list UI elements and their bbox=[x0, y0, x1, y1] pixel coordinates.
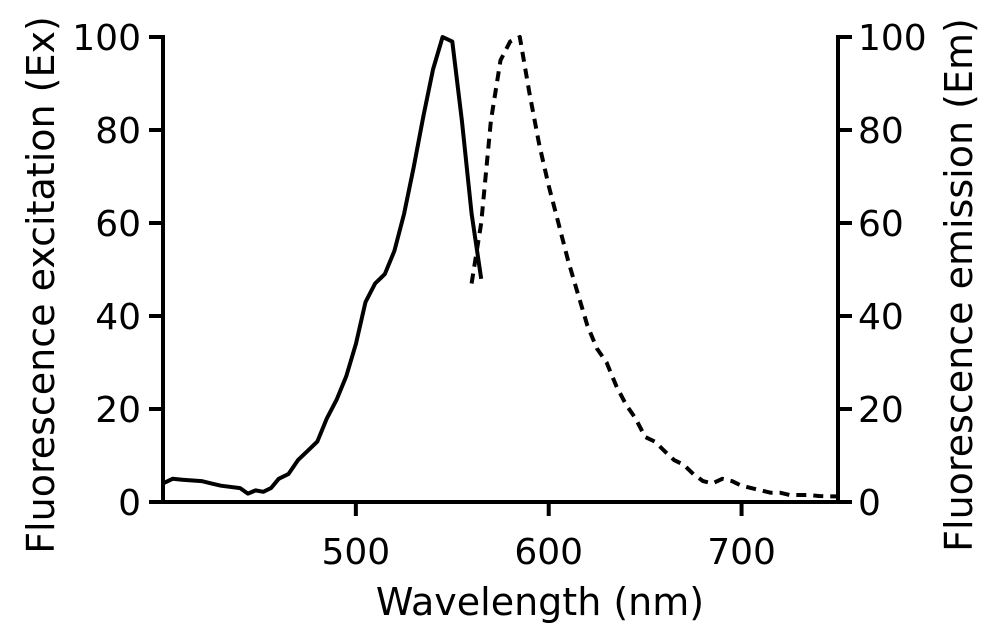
axes bbox=[161, 35, 840, 504]
excitation-series-line bbox=[162, 35, 484, 496]
ticks: 0 0 20 20 40 40 60 60 80 80 100 100 500 600 700 bbox=[72, 18, 926, 573]
y-right-tick-label: 40 bbox=[858, 297, 904, 338]
y-right-tick-label: 20 bbox=[858, 390, 904, 431]
y-left-tick-label: 60 bbox=[95, 204, 141, 245]
x-tick-label: 700 bbox=[707, 532, 776, 573]
y-left-tick-label: 40 bbox=[95, 297, 141, 338]
emission-series-line bbox=[469, 35, 838, 499]
y-left-tick-label: 100 bbox=[72, 18, 141, 59]
y-right-tick-label: 0 bbox=[858, 483, 881, 524]
x-tick-label: 500 bbox=[321, 532, 390, 573]
y-left-tick-label: 0 bbox=[118, 483, 141, 524]
y-right-tick-label: 60 bbox=[858, 204, 904, 245]
y-right-tick-label: 80 bbox=[858, 111, 904, 152]
series-layer bbox=[162, 35, 838, 499]
y-axis-right-title: Fluorescence emission (Em) bbox=[937, 18, 981, 552]
y-right-tick-label: 100 bbox=[858, 18, 927, 59]
y-axis-left-title: Fluorescence excitation (Ex) bbox=[19, 16, 63, 554]
x-axis-title: Wavelength (nm) bbox=[376, 580, 704, 624]
y-left-tick-label: 20 bbox=[95, 390, 141, 431]
y-left-tick-label: 80 bbox=[95, 111, 141, 152]
x-tick-label: 600 bbox=[514, 532, 583, 573]
